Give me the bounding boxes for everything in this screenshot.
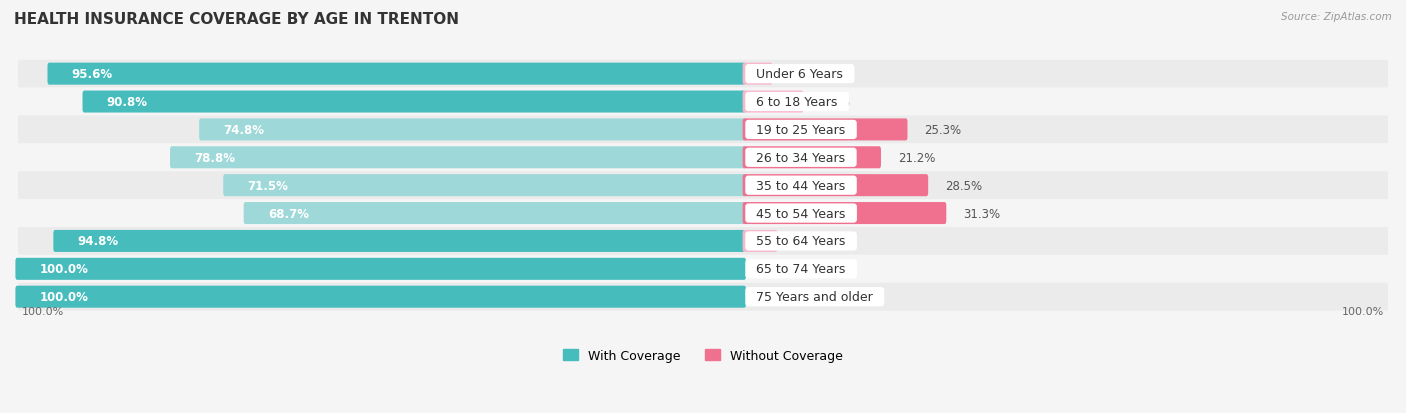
FancyBboxPatch shape xyxy=(18,283,1388,311)
Text: 4.4%: 4.4% xyxy=(789,68,820,81)
Text: 25.3%: 25.3% xyxy=(924,123,962,137)
Text: 21.2%: 21.2% xyxy=(898,152,935,164)
Text: 65 to 74 Years: 65 to 74 Years xyxy=(748,263,853,275)
FancyBboxPatch shape xyxy=(18,199,1388,228)
FancyBboxPatch shape xyxy=(48,64,747,85)
FancyBboxPatch shape xyxy=(18,172,1388,199)
Text: 19 to 25 Years: 19 to 25 Years xyxy=(748,123,853,137)
Text: 9.2%: 9.2% xyxy=(820,96,851,109)
FancyBboxPatch shape xyxy=(742,147,882,169)
Text: 35 to 44 Years: 35 to 44 Years xyxy=(748,179,853,192)
Text: 78.8%: 78.8% xyxy=(194,152,235,164)
FancyBboxPatch shape xyxy=(742,119,907,141)
Text: 100.0%: 100.0% xyxy=(39,290,89,304)
FancyBboxPatch shape xyxy=(18,116,1388,144)
Text: 0.0%: 0.0% xyxy=(761,290,790,304)
Text: 100.0%: 100.0% xyxy=(39,263,89,275)
FancyBboxPatch shape xyxy=(18,228,1388,255)
FancyBboxPatch shape xyxy=(742,175,928,197)
Text: 6 to 18 Years: 6 to 18 Years xyxy=(748,96,846,109)
Text: HEALTH INSURANCE COVERAGE BY AGE IN TRENTON: HEALTH INSURANCE COVERAGE BY AGE IN TREN… xyxy=(14,12,460,27)
FancyBboxPatch shape xyxy=(18,61,1388,88)
FancyBboxPatch shape xyxy=(742,91,803,113)
Text: 0.0%: 0.0% xyxy=(761,263,790,275)
Text: 94.8%: 94.8% xyxy=(77,235,120,248)
FancyBboxPatch shape xyxy=(742,230,778,252)
Text: 5.2%: 5.2% xyxy=(794,235,824,248)
Text: 31.3%: 31.3% xyxy=(963,207,1000,220)
FancyBboxPatch shape xyxy=(170,147,747,169)
Text: 90.8%: 90.8% xyxy=(107,96,148,109)
FancyBboxPatch shape xyxy=(224,175,747,197)
FancyBboxPatch shape xyxy=(18,88,1388,116)
FancyBboxPatch shape xyxy=(18,144,1388,172)
Text: 100.0%: 100.0% xyxy=(22,306,65,316)
FancyBboxPatch shape xyxy=(83,91,747,113)
Text: 100.0%: 100.0% xyxy=(1341,306,1384,316)
Text: 55 to 64 Years: 55 to 64 Years xyxy=(748,235,853,248)
FancyBboxPatch shape xyxy=(742,64,772,85)
Text: 75 Years and older: 75 Years and older xyxy=(748,290,882,304)
Text: 68.7%: 68.7% xyxy=(269,207,309,220)
FancyBboxPatch shape xyxy=(15,258,747,280)
FancyBboxPatch shape xyxy=(53,230,747,252)
Text: 26 to 34 Years: 26 to 34 Years xyxy=(748,152,853,164)
Text: Under 6 Years: Under 6 Years xyxy=(748,68,851,81)
Text: 74.8%: 74.8% xyxy=(224,123,264,137)
FancyBboxPatch shape xyxy=(200,119,747,141)
FancyBboxPatch shape xyxy=(18,255,1388,283)
Text: 71.5%: 71.5% xyxy=(247,179,288,192)
Text: 45 to 54 Years: 45 to 54 Years xyxy=(748,207,853,220)
Legend: With Coverage, Without Coverage: With Coverage, Without Coverage xyxy=(558,344,848,367)
Text: Source: ZipAtlas.com: Source: ZipAtlas.com xyxy=(1281,12,1392,22)
Text: 95.6%: 95.6% xyxy=(72,68,112,81)
FancyBboxPatch shape xyxy=(742,202,946,225)
Text: 28.5%: 28.5% xyxy=(945,179,983,192)
FancyBboxPatch shape xyxy=(15,286,747,308)
FancyBboxPatch shape xyxy=(243,202,747,225)
